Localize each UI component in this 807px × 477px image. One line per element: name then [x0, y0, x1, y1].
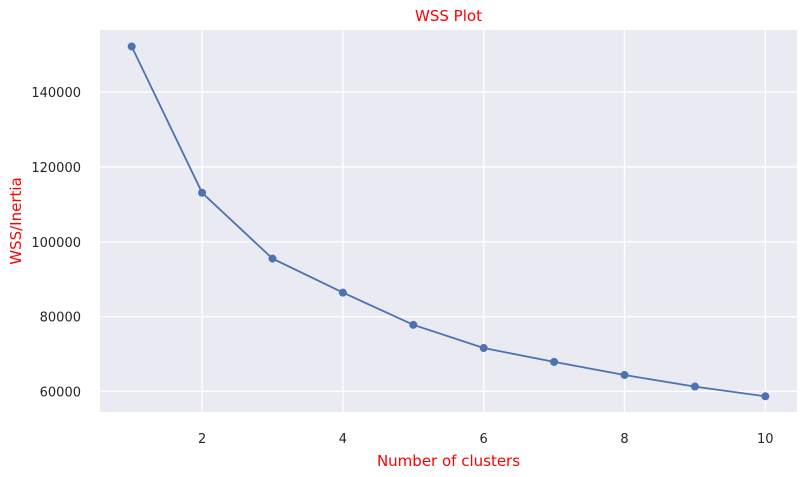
x-tick-label: 8: [620, 432, 628, 447]
chart-title: WSS Plot: [415, 7, 482, 25]
y-tick-label: 140000: [31, 86, 81, 101]
data-point: [479, 344, 488, 353]
x-tick-label: 4: [339, 432, 347, 447]
data-point: [198, 188, 207, 197]
data-point: [338, 288, 347, 297]
y-tick-label: 100000: [31, 236, 81, 251]
y-axis-label: WSS/Inertia: [7, 177, 25, 265]
data-point: [268, 254, 277, 263]
plot-area: [100, 30, 797, 412]
x-tick-label: 6: [480, 432, 488, 447]
data-point: [409, 320, 418, 329]
grid-lines: [100, 30, 797, 412]
x-tick-label: 2: [198, 432, 206, 447]
y-tick-label: 120000: [31, 161, 81, 176]
y-axis-ticks: 60000 80000 100000 120000 140000: [31, 86, 81, 400]
data-point: [761, 392, 770, 401]
series-wss: [127, 42, 770, 401]
data-point: [690, 382, 699, 391]
data-point: [127, 42, 136, 51]
x-axis-ticks: 2 4 6 8 10: [198, 432, 774, 447]
x-tick-label: 10: [757, 432, 774, 447]
y-tick-label: 80000: [40, 311, 81, 326]
y-tick-label: 60000: [40, 385, 81, 400]
data-point: [620, 370, 629, 379]
wss-line: [130, 46, 766, 398]
x-axis-label: Number of clusters: [377, 452, 520, 470]
data-point: [550, 357, 559, 366]
